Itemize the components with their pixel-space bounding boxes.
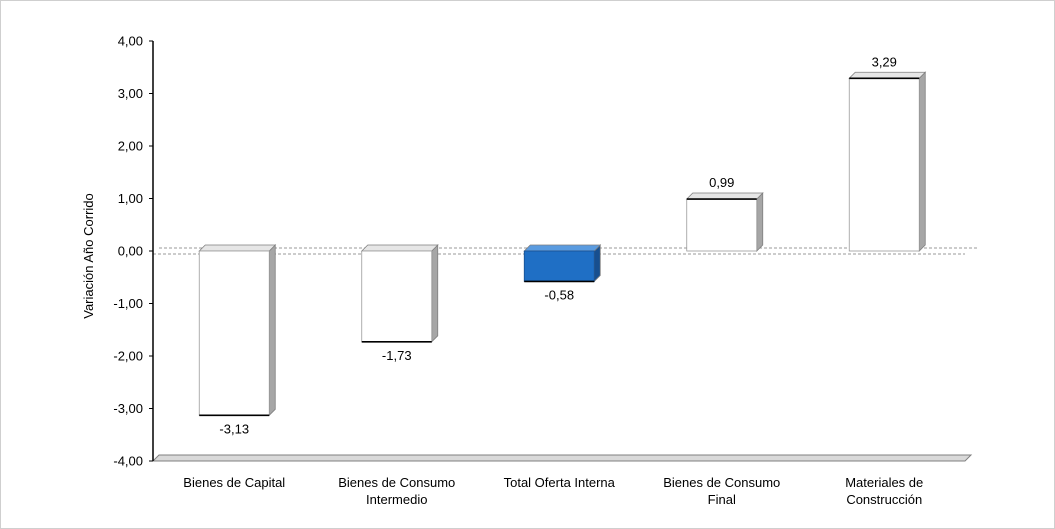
- bar-side: [756, 192, 764, 252]
- bar-top: [685, 192, 764, 200]
- y-tick-label: 2,00: [118, 139, 143, 154]
- bar-1: [198, 244, 277, 417]
- y-tick-label: -1,00: [113, 296, 143, 311]
- category-label-line: Materiales de: [845, 475, 923, 490]
- y-axis-title: Variación Año Corrido: [81, 193, 96, 319]
- data-label-2: -1,73: [382, 348, 412, 363]
- y-tick-label: -2,00: [113, 349, 143, 364]
- data-label-3: -0,58: [544, 287, 574, 302]
- bar-side: [268, 244, 276, 417]
- category-labels: Bienes de Capital Bienes de Consumo Interm…: [183, 475, 923, 507]
- category-label-2: Bienes de Consumo Intermedio: [338, 475, 455, 507]
- data-label-5: 3,29: [872, 54, 897, 69]
- bar-top: [360, 244, 439, 252]
- bar-front: [361, 250, 433, 343]
- bar-front: [848, 77, 920, 252]
- category-label-1: Bienes de Capital: [183, 475, 285, 490]
- bar-front: [686, 198, 758, 252]
- category-label-5: Materiales de Construcción: [845, 475, 923, 507]
- y-tick-label: 4,00: [118, 34, 143, 49]
- bar-4: [685, 192, 764, 252]
- bars: [198, 71, 927, 417]
- y-tick-labels: -4,00 -3,00 -2,00 -1,00 0,00 1,00 2,00 3,00 4,00: [113, 34, 143, 469]
- category-label-4: Bienes de Consumo Final: [663, 475, 780, 507]
- bar-front: [523, 250, 595, 282]
- bar-top: [848, 71, 927, 79]
- bar-top: [198, 244, 277, 252]
- bar-2: [360, 244, 439, 343]
- data-label-1: -3,13: [219, 421, 249, 436]
- bar-front: [198, 250, 270, 416]
- chart-floor: [151, 454, 973, 462]
- y-tick-label: 3,00: [118, 86, 143, 101]
- y-tick-label: 0,00: [118, 244, 143, 259]
- category-label-line: Bienes de Consumo: [338, 475, 455, 490]
- category-label-line: Construcción: [846, 492, 922, 507]
- category-label-line: Intermedio: [366, 492, 427, 507]
- category-label-line: Total Oferta Interna: [504, 475, 616, 490]
- y-tick-label: -4,00: [113, 454, 143, 469]
- y-axis: [149, 40, 154, 462]
- bar-3: [523, 244, 602, 283]
- y-tick-label: -3,00: [113, 401, 143, 416]
- chart-floor-slab: [151, 454, 973, 462]
- bar-5: [848, 71, 927, 252]
- data-labels: -3,13 -1,73 -0,58 0,99 3,29: [219, 54, 896, 436]
- category-label-line: Final: [708, 492, 736, 507]
- bar-side: [918, 71, 926, 252]
- y-tick-label: 1,00: [118, 191, 143, 206]
- category-label-3: Total Oferta Interna: [504, 475, 616, 490]
- data-label-4: 0,99: [709, 175, 734, 190]
- category-label-line: Bienes de Capital: [183, 475, 285, 490]
- category-label-line: Bienes de Consumo: [663, 475, 780, 490]
- bar-side: [431, 244, 439, 343]
- bar-top: [523, 244, 602, 252]
